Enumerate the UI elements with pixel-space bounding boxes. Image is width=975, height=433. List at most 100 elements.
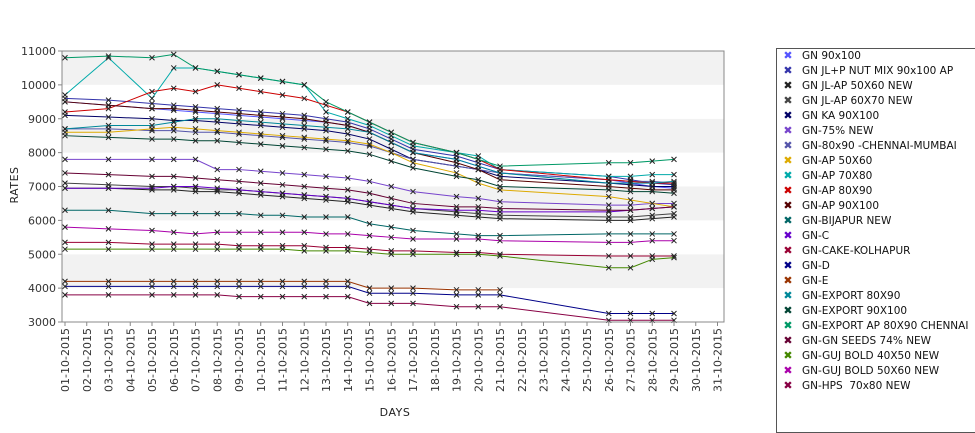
data-point — [62, 92, 68, 98]
data-point — [105, 156, 112, 163]
data-point — [649, 200, 656, 207]
data-point — [170, 156, 177, 163]
data-point — [62, 283, 68, 290]
x-tick-label: 16-10-2015 — [385, 328, 398, 392]
x-tick-label: 10-10-2015 — [255, 328, 268, 392]
data-point — [671, 190, 677, 197]
data-point — [214, 246, 221, 253]
data-point — [388, 251, 395, 258]
data-point — [366, 285, 373, 291]
data-point — [257, 131, 264, 137]
legend-marker-icon: ✖ — [783, 229, 793, 242]
series-group — [62, 207, 677, 239]
data-point — [214, 68, 221, 75]
legend-label: GN-HPS 70x80 NEW — [802, 380, 911, 392]
data-point — [105, 122, 112, 129]
legend-label: GN-AP 70X80 — [802, 170, 873, 182]
data-point — [388, 300, 395, 307]
data-point — [279, 170, 286, 176]
data-point — [105, 53, 112, 59]
legend-item: ✖ GN 90x100 — [777, 49, 975, 64]
legend-label: GN-BIJAPUR NEW — [802, 215, 892, 227]
data-point — [105, 102, 112, 109]
data-point — [605, 214, 612, 220]
legend-marker-icon: ✖ — [783, 214, 793, 227]
data-point — [344, 283, 351, 290]
legend-marker-icon: ✖ — [783, 349, 793, 362]
x-tick-label: 01-10-2015 — [59, 328, 72, 392]
x-tick-label: 28-10-2015 — [646, 328, 659, 392]
data-point — [62, 54, 68, 61]
legend-marker-icon: ✖ — [783, 199, 793, 212]
data-point — [214, 292, 221, 298]
data-point — [475, 156, 482, 163]
grid-band — [62, 84, 724, 119]
legend-item: ✖ GN-AP 50X60 — [777, 154, 975, 169]
data-point — [605, 253, 612, 259]
data-point — [344, 115, 351, 122]
data-point — [605, 159, 612, 166]
data-point — [344, 175, 351, 181]
data-point — [301, 242, 308, 249]
series-line — [64, 172, 675, 211]
data-point — [257, 283, 264, 290]
data-point — [192, 292, 199, 298]
legend-item: ✖ GN JL+P NUT MIX 90x100 AP — [777, 64, 975, 79]
legend-marker-icon: ✖ — [783, 244, 793, 257]
data-point — [236, 278, 242, 285]
legend-marker-icon: ✖ — [783, 169, 793, 182]
data-point — [605, 231, 612, 237]
data-point — [149, 292, 155, 298]
data-point — [214, 137, 221, 144]
y-tick-label: 4000 — [28, 282, 56, 295]
data-point — [453, 193, 460, 200]
data-point — [388, 202, 395, 208]
data-point — [453, 203, 460, 210]
data-point — [257, 141, 264, 148]
legend-label: GN-D — [802, 260, 830, 272]
data-point — [279, 229, 286, 236]
data-point — [323, 98, 329, 105]
data-point — [344, 278, 351, 285]
data-point — [410, 236, 416, 242]
data-point — [170, 119, 177, 125]
legend-marker-icon: ✖ — [783, 79, 793, 92]
data-point — [149, 54, 155, 61]
data-point — [236, 71, 242, 78]
data-point — [62, 185, 68, 192]
legend-marker-icon: ✖ — [783, 334, 793, 347]
data-point — [149, 100, 155, 107]
legend-label: GN-EXPORT 80X90 — [802, 290, 901, 302]
legend-label: GN-E — [802, 275, 829, 287]
series-line — [65, 187, 675, 221]
legend-marker-icon: ✖ — [783, 139, 793, 152]
legend-item: ✖ GN-BIJAPUR NEW — [777, 214, 975, 229]
data-point — [453, 236, 460, 242]
data-point — [475, 176, 482, 183]
data-point — [497, 292, 503, 298]
data-point — [279, 246, 286, 253]
data-point — [62, 126, 68, 132]
data-point — [497, 183, 503, 190]
data-point — [170, 124, 177, 131]
data-point — [323, 283, 329, 290]
x-tick-label: 31-10-2015 — [712, 328, 725, 392]
data-point — [105, 97, 112, 103]
x-tick-label: 04-10-2015 — [124, 328, 137, 392]
data-point — [149, 278, 155, 285]
data-point — [671, 254, 677, 261]
data-point — [671, 156, 677, 163]
data-point — [236, 293, 242, 300]
legend-label: GN-GUJ BOLD 50X60 NEW — [802, 365, 940, 377]
legend-label: GN KA 90X100 — [802, 110, 880, 122]
data-point — [149, 136, 155, 142]
data-point — [105, 246, 112, 253]
x-tick-label: 08-10-2015 — [211, 328, 224, 392]
series-line — [64, 101, 674, 191]
data-point — [344, 131, 351, 137]
x-tick-label: 07-10-2015 — [190, 328, 203, 392]
series-group — [62, 278, 503, 293]
data-point — [279, 142, 286, 149]
legend-label: GN-80x90 -CHENNAI-MUMBAI — [802, 140, 957, 152]
series-line — [65, 158, 674, 206]
